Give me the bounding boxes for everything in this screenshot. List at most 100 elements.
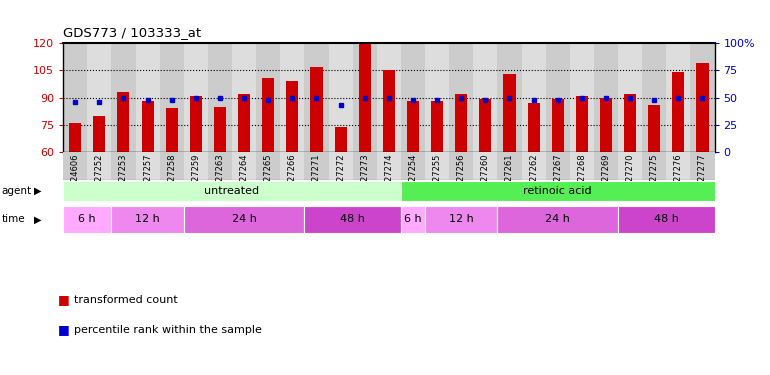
Bar	[87, 43, 112, 152]
Bar	[142, 101, 154, 152]
Bar	[546, 43, 570, 152]
Bar	[69, 123, 82, 152]
Bar	[431, 101, 444, 152]
Text: GSM27270: GSM27270	[625, 153, 634, 199]
Bar	[401, 181, 715, 201]
Bar	[136, 43, 159, 152]
Bar	[208, 43, 232, 152]
Text: 24 h: 24 h	[545, 214, 570, 224]
Bar	[497, 43, 521, 152]
Bar	[304, 152, 329, 180]
Bar	[334, 126, 346, 152]
Text: agent: agent	[2, 186, 32, 196]
Bar	[232, 152, 256, 180]
Text: GSM27264: GSM27264	[239, 153, 249, 199]
Bar	[570, 152, 594, 180]
Text: retinoic acid: retinoic acid	[524, 186, 592, 196]
Bar	[425, 43, 449, 152]
Text: GSM27261: GSM27261	[505, 153, 514, 199]
Bar	[189, 96, 202, 152]
Bar	[310, 67, 323, 152]
Text: GSM27256: GSM27256	[457, 153, 466, 199]
Bar	[359, 43, 371, 152]
Bar	[136, 152, 159, 180]
Bar	[238, 94, 250, 152]
Bar	[527, 103, 540, 152]
Text: GSM27274: GSM27274	[384, 153, 393, 199]
Bar	[672, 72, 685, 152]
Bar	[521, 152, 546, 180]
Bar	[618, 206, 715, 233]
Bar	[63, 181, 401, 201]
Text: GSM27257: GSM27257	[143, 153, 152, 199]
Text: 24 h: 24 h	[232, 214, 256, 224]
Bar	[666, 43, 691, 152]
Bar	[594, 43, 618, 152]
Bar	[93, 116, 105, 152]
Bar	[112, 152, 136, 180]
Bar	[256, 43, 280, 152]
Text: GSM27255: GSM27255	[433, 153, 442, 199]
Text: 6 h: 6 h	[404, 214, 422, 224]
Bar	[159, 152, 184, 180]
Bar	[691, 152, 715, 180]
Bar	[214, 106, 226, 152]
Bar	[449, 152, 474, 180]
Bar	[166, 108, 178, 152]
Bar	[504, 74, 516, 152]
Text: GSM27267: GSM27267	[553, 153, 562, 199]
Text: ▶: ▶	[34, 186, 42, 196]
Text: GSM27262: GSM27262	[529, 153, 538, 199]
Text: time: time	[2, 214, 25, 224]
Bar	[642, 152, 666, 180]
Bar	[329, 152, 353, 180]
Bar	[594, 152, 618, 180]
Bar	[401, 152, 425, 180]
Bar	[256, 152, 280, 180]
Bar	[208, 152, 232, 180]
Bar	[697, 63, 708, 152]
Bar	[497, 206, 618, 233]
Bar	[425, 206, 497, 233]
Text: GSM27271: GSM27271	[312, 153, 321, 199]
Bar	[474, 43, 497, 152]
Bar	[87, 152, 112, 180]
Bar	[401, 43, 425, 152]
Bar	[497, 152, 521, 180]
Bar	[184, 206, 304, 233]
Text: 48 h: 48 h	[340, 214, 365, 224]
Text: 12 h: 12 h	[136, 214, 160, 224]
Bar	[353, 152, 377, 180]
Bar	[449, 43, 474, 152]
Text: GSM27252: GSM27252	[95, 153, 104, 199]
Bar	[377, 152, 401, 180]
Text: GSM27269: GSM27269	[601, 153, 611, 199]
Text: GSM27277: GSM27277	[698, 153, 707, 199]
Bar	[576, 96, 588, 152]
Bar	[159, 43, 184, 152]
Bar	[474, 152, 497, 180]
Bar	[304, 206, 401, 233]
Text: GSM27272: GSM27272	[336, 153, 345, 199]
Bar	[401, 206, 425, 233]
Bar	[280, 43, 304, 152]
Text: ■: ■	[58, 294, 69, 306]
Bar	[377, 43, 401, 152]
Bar	[618, 152, 642, 180]
Bar	[521, 43, 546, 152]
Bar	[479, 99, 491, 152]
Bar	[118, 92, 129, 152]
Text: GSM27266: GSM27266	[288, 153, 297, 199]
Bar	[232, 43, 256, 152]
Text: GSM27260: GSM27260	[480, 153, 490, 199]
Text: 12 h: 12 h	[449, 214, 474, 224]
Bar	[286, 81, 299, 152]
Text: untreated: untreated	[205, 186, 259, 196]
Bar	[262, 78, 274, 152]
Bar	[304, 43, 329, 152]
Bar	[691, 43, 715, 152]
Bar	[184, 152, 208, 180]
Bar	[551, 99, 564, 152]
Bar	[600, 98, 612, 152]
Text: ■: ■	[58, 324, 69, 336]
